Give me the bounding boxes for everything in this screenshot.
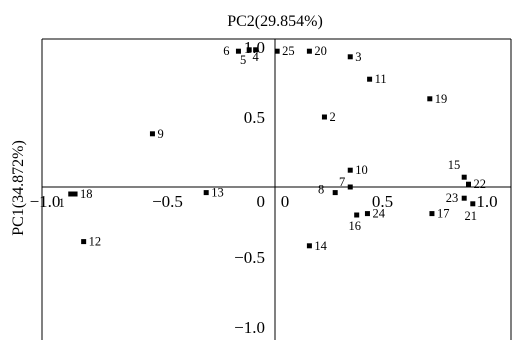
point-label-9: 9 <box>157 127 163 141</box>
data-point-10 <box>347 167 353 173</box>
point-label-7: 7 <box>339 175 345 189</box>
point-label-25: 25 <box>282 44 295 58</box>
point-label-2: 2 <box>329 110 335 124</box>
point-label-16: 16 <box>348 219 361 233</box>
point-label-6: 6 <box>223 44 229 58</box>
point-label-24: 24 <box>372 207 385 221</box>
data-point-25 <box>274 48 280 54</box>
x-tick-label: 0.5 <box>372 192 393 211</box>
y-tick-label: −0.5 <box>234 248 265 267</box>
data-point-23 <box>461 195 467 201</box>
data-point-22 <box>466 181 471 187</box>
x-tick-label: 0 <box>281 192 290 211</box>
data-point-7 <box>347 184 353 190</box>
point-label-23: 23 <box>446 191 459 205</box>
data-point-24 <box>364 211 370 217</box>
x-tick-label: −1.0 <box>30 192 61 211</box>
data-point-20 <box>306 48 312 54</box>
data-point-3 <box>347 54 353 60</box>
data-point-2 <box>321 114 327 120</box>
point-label-18: 18 <box>80 187 93 201</box>
data-point-15 <box>461 174 467 180</box>
data-point-4 <box>253 47 259 53</box>
data-point-13 <box>203 190 209 196</box>
point-label-20: 20 <box>314 44 327 58</box>
data-point-19 <box>427 96 433 102</box>
x-tick-label: −0.5 <box>152 192 183 211</box>
plot-frame <box>41 38 512 340</box>
point-label-15: 15 <box>448 158 461 172</box>
x-axis-title: PC2(29.854%) <box>227 13 323 30</box>
point-label-11: 11 <box>375 72 387 86</box>
point-label-5: 5 <box>240 53 246 67</box>
data-point-12 <box>81 239 87 245</box>
data-point-18 <box>72 191 78 197</box>
point-label-1: 1 <box>59 196 65 210</box>
y-tick-label: 0.5 <box>244 108 265 127</box>
point-label-17: 17 <box>437 207 450 221</box>
point-label-3: 3 <box>355 50 361 64</box>
point-label-22: 22 <box>474 177 487 191</box>
point-label-13: 13 <box>211 186 224 200</box>
data-point-14 <box>306 243 312 249</box>
data-points: 1234567891011121314151617181920212223242… <box>59 44 487 253</box>
tick-labels: −1.0−0.500.51.01.00.50−0.5−1.0 <box>30 38 498 337</box>
point-label-10: 10 <box>355 163 368 177</box>
point-label-8: 8 <box>318 183 324 197</box>
point-label-12: 12 <box>89 235 102 249</box>
data-point-6 <box>235 48 241 54</box>
data-point-9 <box>149 131 155 137</box>
data-point-5 <box>246 47 252 53</box>
data-point-16 <box>354 212 360 218</box>
y-axis-title: PC1(34.872%) <box>10 140 27 236</box>
data-point-17 <box>429 211 435 217</box>
point-label-21: 21 <box>465 209 478 223</box>
point-label-14: 14 <box>314 239 327 253</box>
data-point-11 <box>367 76 373 82</box>
x-tick-label: 1.0 <box>476 192 497 211</box>
data-point-1 <box>68 191 74 197</box>
data-point-21 <box>470 201 476 207</box>
y-tick-label: −1.0 <box>234 318 265 337</box>
y-tick-label: 0 <box>257 192 266 211</box>
point-label-4: 4 <box>253 50 260 64</box>
data-point-8 <box>332 190 338 196</box>
point-label-19: 19 <box>435 92 448 106</box>
